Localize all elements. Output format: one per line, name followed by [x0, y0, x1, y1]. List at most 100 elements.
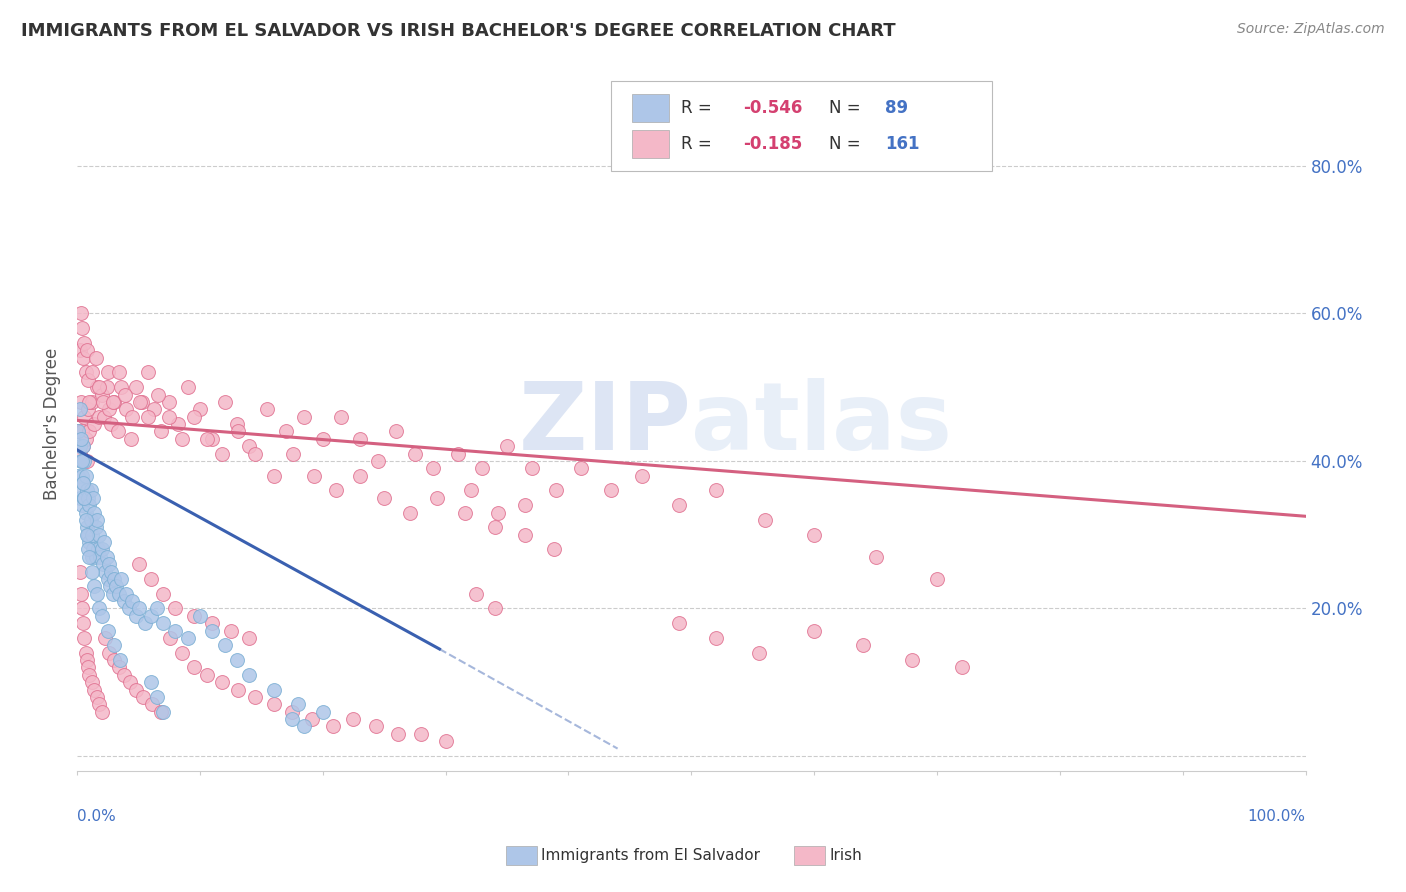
Point	[176, 631, 198, 645]
Point	[84, 549, 107, 564]
Point	[302, 468, 325, 483]
Point	[245, 446, 267, 460]
Point	[149, 425, 172, 439]
Point	[115, 587, 138, 601]
Point	[77, 402, 100, 417]
Point	[188, 608, 211, 623]
Point	[322, 719, 344, 733]
Text: 89: 89	[886, 99, 908, 117]
Point	[67, 425, 90, 439]
Point	[543, 542, 565, 557]
Point	[748, 646, 770, 660]
Point	[399, 506, 422, 520]
Point	[103, 395, 125, 409]
Point	[152, 587, 174, 601]
Point	[98, 402, 121, 417]
Point	[183, 660, 205, 674]
Point	[704, 631, 727, 645]
Point	[108, 587, 131, 601]
Point	[183, 409, 205, 424]
Point	[852, 638, 875, 652]
Point	[98, 558, 121, 572]
Point	[803, 527, 825, 541]
Point	[183, 608, 205, 623]
Point	[83, 579, 105, 593]
Point	[72, 616, 94, 631]
Point	[72, 476, 94, 491]
Text: 161: 161	[886, 136, 920, 153]
Point	[89, 549, 111, 564]
Point	[484, 520, 506, 534]
Point	[454, 506, 477, 520]
Point	[385, 425, 408, 439]
Point	[73, 454, 96, 468]
Point	[70, 498, 93, 512]
Point	[139, 608, 162, 623]
Point	[69, 432, 91, 446]
Point	[75, 506, 97, 520]
Point	[69, 587, 91, 601]
Point	[73, 491, 96, 505]
Point	[84, 520, 107, 534]
Point	[67, 425, 90, 439]
Point	[98, 579, 121, 593]
Point	[79, 483, 101, 498]
Point	[108, 366, 131, 380]
Point	[83, 682, 105, 697]
Point	[90, 608, 112, 623]
Point	[96, 380, 118, 394]
Text: Immigrants from El Salvador: Immigrants from El Salvador	[541, 848, 761, 863]
Point	[238, 439, 260, 453]
Point	[149, 705, 172, 719]
Point	[292, 719, 315, 733]
Point	[287, 698, 309, 712]
Point	[569, 461, 592, 475]
Point	[460, 483, 482, 498]
Point	[950, 660, 973, 674]
Text: ZIP: ZIP	[519, 378, 692, 470]
Point	[704, 483, 727, 498]
Point	[89, 601, 111, 615]
Point	[76, 483, 98, 498]
Point	[97, 366, 120, 380]
Point	[83, 417, 105, 431]
Point	[82, 542, 104, 557]
Point	[165, 624, 187, 638]
Point	[97, 572, 120, 586]
Point	[80, 675, 103, 690]
Text: 0.0%: 0.0%	[77, 809, 115, 824]
Text: R =: R =	[682, 99, 717, 117]
Point	[301, 712, 323, 726]
Point	[349, 468, 371, 483]
Point	[86, 380, 108, 394]
Point	[465, 587, 488, 601]
Point	[121, 594, 143, 608]
Point	[134, 616, 156, 631]
Point	[195, 432, 218, 446]
Point	[125, 608, 148, 623]
Point	[79, 498, 101, 512]
Point	[69, 483, 91, 498]
Point	[409, 727, 432, 741]
Point	[98, 646, 121, 660]
Point	[69, 343, 91, 358]
Point	[80, 565, 103, 579]
Point	[84, 351, 107, 365]
Point	[72, 439, 94, 453]
Point	[73, 491, 96, 505]
Point	[79, 513, 101, 527]
Point	[69, 491, 91, 505]
Text: Source: ZipAtlas.com: Source: ZipAtlas.com	[1237, 22, 1385, 37]
Point	[201, 624, 224, 638]
Point	[668, 616, 690, 631]
Point	[143, 402, 166, 417]
Point	[69, 439, 91, 453]
Point	[146, 387, 169, 401]
Point	[96, 549, 118, 564]
Point	[80, 527, 103, 541]
Point	[349, 432, 371, 446]
Point	[103, 653, 125, 667]
Point	[139, 572, 162, 586]
Point	[86, 513, 108, 527]
Point	[118, 601, 141, 615]
